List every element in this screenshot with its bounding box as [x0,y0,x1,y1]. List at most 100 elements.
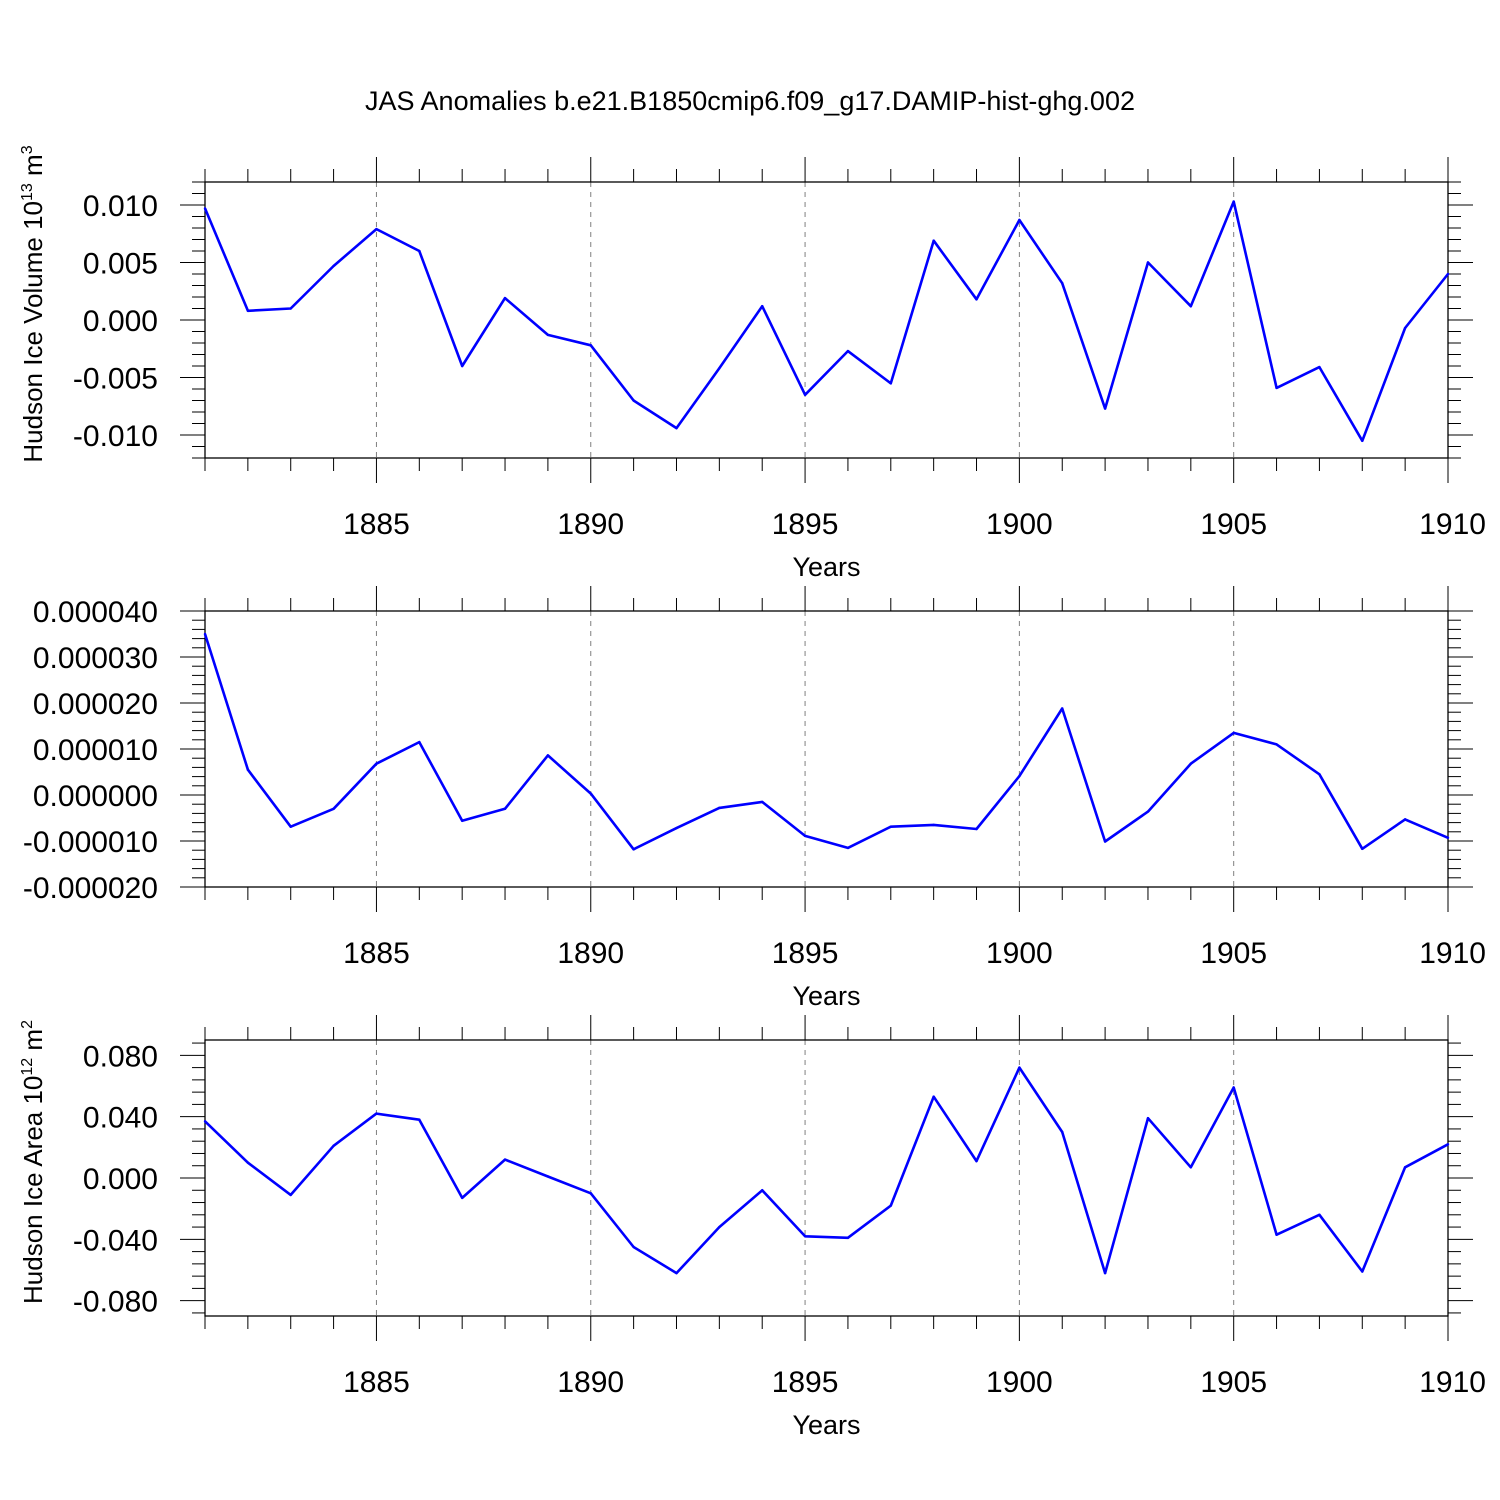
data-point [460,364,464,368]
y-tick-label: -0.005 [73,363,158,396]
data-point [418,740,421,744]
x-axis-label: Years [792,1410,860,1440]
data-point [1103,840,1107,843]
data-point [1189,762,1193,765]
data-point [1361,439,1364,442]
x-tick-label: 1890 [557,937,624,970]
data-point [1018,1066,1021,1069]
data-point [632,1245,635,1249]
data-point [460,1196,464,1200]
data-point [675,426,678,430]
data-point [546,754,550,757]
data-point [803,1235,807,1238]
data-point [203,207,207,210]
data-point [1318,1213,1321,1217]
y-tick-label: -0.000010 [23,826,158,859]
data-point [1146,1117,1150,1120]
data-point [889,1204,892,1207]
data-point [503,1158,507,1161]
y-axis-label-part: Hudson Ice Volume 10 [18,201,48,463]
y-axis-label-superscript: 2 [19,1020,36,1029]
x-tick-label: 1905 [1200,508,1267,541]
data-point [1189,305,1193,308]
y-tick-label: -0.010 [73,420,158,453]
data-point [846,349,850,353]
x-tick-label: 1910 [1419,937,1486,970]
x-axis-label: Years [792,552,860,582]
x-tick-label: 1910 [1419,508,1486,541]
data-point [889,382,892,385]
data-point [761,1189,764,1192]
panel-1: 0.010 0.005 0.000 -0.005 -0.010 1885 1890 1895 1… [18,145,1486,582]
y-axis-label-superscript: 13 [19,183,36,201]
data-point [1232,731,1235,735]
figure-title: JAS Anomalies b.e21.B1850cmip6.f09_g17.D… [365,86,1135,116]
y-tick-label: 0.000 [83,305,158,338]
y-axis-label-part: m [18,1029,48,1058]
data-point [375,227,378,231]
data-point [718,367,721,370]
data-point [332,264,335,268]
data-point [1361,847,1364,851]
y-tick-label: 0.005 [83,248,158,281]
x-tick-label: 1895 [772,508,839,541]
x-tick-label: 1885 [343,508,410,541]
x-tick-label: 1890 [557,1366,624,1399]
y-axis-label-superscript: 3 [19,145,36,154]
x-tick-label: 1900 [986,1366,1053,1399]
panel-2: 0.000040 0.000030 0.000020 0.000010 0.000000… [23,586,1486,1011]
data-point [803,393,807,396]
y-tick-label: 0.000000 [33,780,158,813]
data-point [1403,326,1407,330]
data-point [632,848,635,851]
y-tick-label: 0.010 [83,190,158,223]
x-tick-label: 1900 [986,508,1053,541]
data-point [803,834,807,838]
data-line [203,633,1449,851]
data-point [1275,1233,1278,1236]
y-tick-label: -0.000020 [23,872,158,905]
data-point [289,1193,292,1197]
y-axis-label: Hudson Ice Volume 1013 m3 [18,145,48,462]
x-tick-label: 1900 [986,937,1053,970]
data-point [1061,707,1064,710]
data-point [932,239,935,242]
data-point [546,333,550,337]
data-point [589,344,592,347]
data-point [1232,200,1235,203]
data-point [1103,1271,1107,1275]
data-point [332,1144,335,1148]
data-point [589,792,592,795]
x-axis-label: Years [792,981,860,1011]
data-line [203,200,1450,443]
data-point [1275,743,1278,746]
y-tick-label: 0.000040 [33,596,158,629]
data-point [1061,282,1064,285]
x-tick-label: 1895 [772,1366,839,1399]
data-point [1403,818,1407,821]
data-point [375,1112,378,1115]
data-point [1146,810,1150,813]
data-point [375,762,378,765]
data-point [246,309,250,312]
data-point [1189,1166,1193,1169]
x-tick-label: 1910 [1419,1366,1486,1399]
data-point [932,1095,935,1098]
y-tick-label: -0.040 [73,1224,158,1257]
data-point [418,249,421,253]
y-tick-label: 0.000030 [33,642,158,675]
data-point [289,307,292,310]
data-point [675,1271,678,1275]
data-point [718,1225,721,1229]
panel-3: 0.080 0.040 0.000 -0.040 -0.080 1885 1890 1895 1… [18,1015,1486,1440]
data-point [1446,1143,1450,1146]
data-line [204,1066,1449,1275]
y-tick-label: 0.000020 [33,688,158,721]
x-tick-label: 1895 [772,937,839,970]
data-point [1018,774,1021,778]
x-tick-label: 1885 [343,1366,410,1399]
data-point [1446,272,1450,276]
data-point [246,768,250,771]
data-point [1361,1270,1364,1273]
